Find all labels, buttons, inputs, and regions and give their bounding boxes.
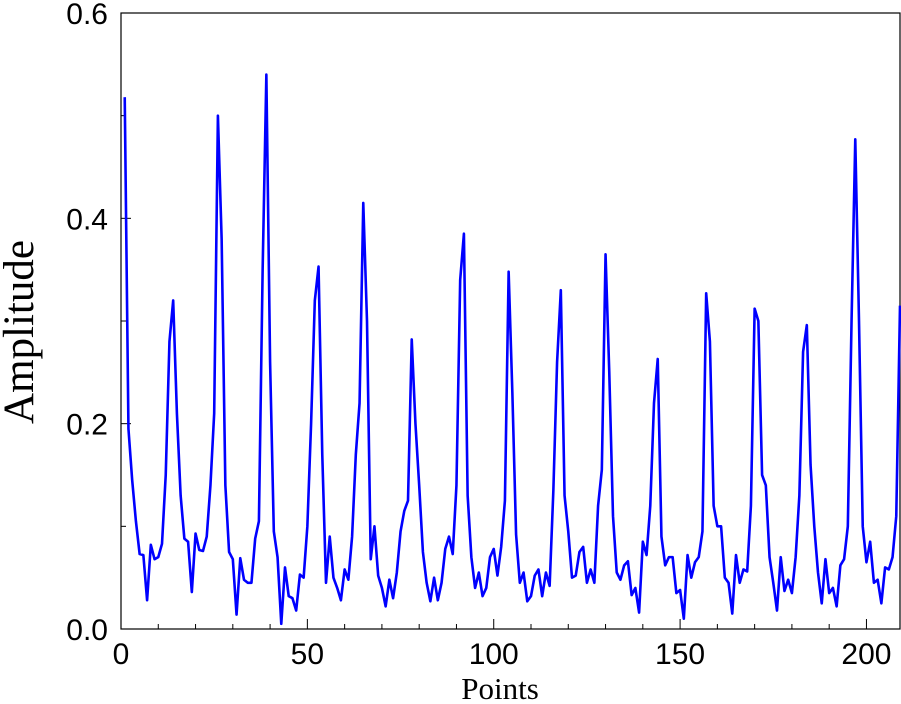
x-tick-label: 100 <box>469 638 519 671</box>
amplitude-line <box>123 73 901 626</box>
x-tick-label: 50 <box>291 638 324 671</box>
x-tick-label: 0 <box>113 638 130 671</box>
y-axis-label: Amplitude <box>0 240 43 424</box>
y-tick-label: 0.0 <box>66 614 108 647</box>
y-axis: 0.0 0.2 0.4 0.6 <box>66 0 131 647</box>
x-axis: 0 50 100 150 200 <box>113 619 891 671</box>
series-layer <box>123 73 901 626</box>
y-tick-label: 0.6 <box>66 0 108 31</box>
x-axis-label: Points <box>461 671 539 704</box>
x-tick-label: 200 <box>841 638 891 671</box>
y-tick-label: 0.2 <box>66 409 108 442</box>
y-tick-label: 0.4 <box>66 203 108 236</box>
x-tick-label: 150 <box>655 638 705 671</box>
